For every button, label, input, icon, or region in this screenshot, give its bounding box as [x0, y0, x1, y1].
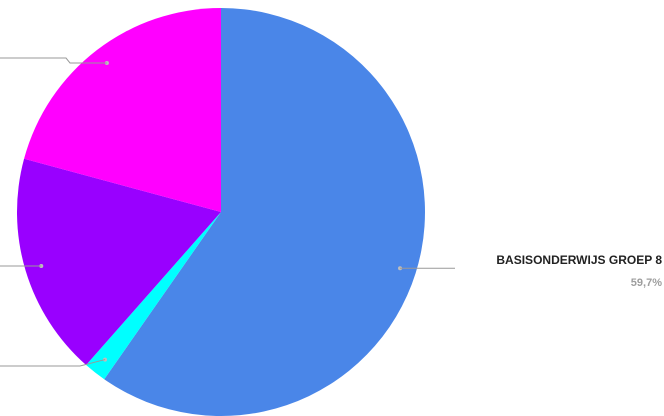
pie-slice-3: [24, 8, 221, 212]
slice-label-value-0: 59,7%: [631, 277, 662, 289]
pie-slice-2: [17, 158, 221, 366]
pie-slice-0: [104, 8, 425, 416]
leader-lines: [0, 57, 455, 367]
pie-slices: [17, 8, 425, 416]
leader-line-1: [0, 359, 106, 367]
slice-labels: BASISONDERWIJS GROEP 8 59,7%: [496, 253, 662, 289]
slice-label-name-0: BASISONDERWIJS GROEP 8: [496, 253, 662, 267]
pie-slice-1: [86, 212, 221, 380]
leader-line-3: [0, 57, 107, 64]
